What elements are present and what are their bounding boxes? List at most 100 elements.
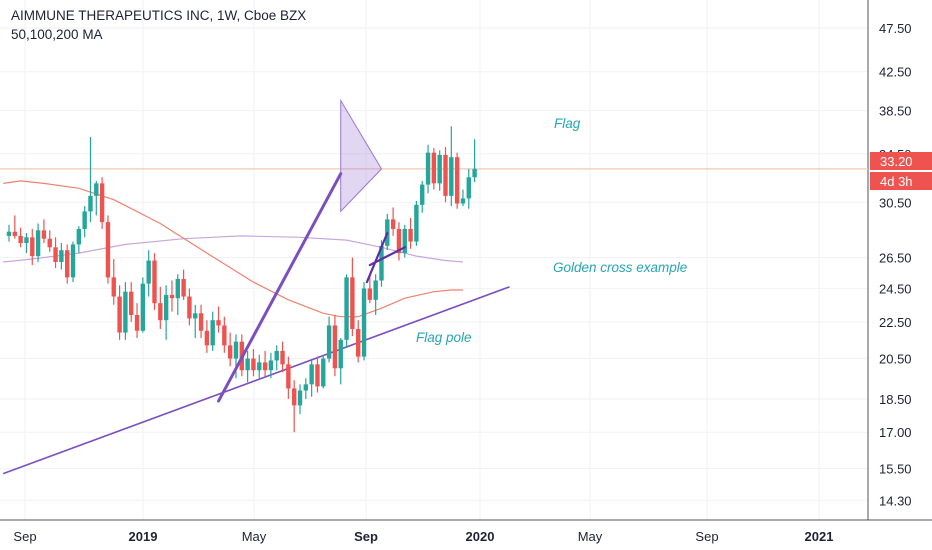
candle bbox=[257, 354, 262, 379]
candle bbox=[443, 146, 448, 203]
candle-body bbox=[204, 330, 210, 346]
candle bbox=[425, 144, 431, 194]
candle bbox=[129, 282, 134, 322]
candle-body bbox=[408, 228, 413, 242]
candle-body bbox=[193, 313, 198, 319]
candle-body bbox=[280, 350, 285, 365]
candle bbox=[99, 177, 105, 229]
candle-body bbox=[30, 237, 35, 257]
candle bbox=[187, 288, 192, 326]
candle bbox=[408, 218, 413, 249]
candle-body bbox=[309, 364, 314, 385]
candle bbox=[123, 282, 128, 340]
candle bbox=[18, 227, 23, 248]
candle bbox=[303, 378, 309, 399]
candle bbox=[88, 137, 93, 223]
candle bbox=[158, 286, 163, 329]
y-tick-label: 26.50 bbox=[879, 251, 912, 266]
candle bbox=[245, 350, 250, 383]
candle bbox=[227, 332, 233, 367]
golden-cross-mark bbox=[365, 232, 389, 284]
candle-body bbox=[47, 238, 52, 248]
candle bbox=[134, 303, 140, 338]
candle bbox=[449, 126, 454, 207]
candle bbox=[262, 350, 268, 377]
candle bbox=[396, 222, 402, 261]
y-tick-label: 30.50 bbox=[879, 195, 912, 210]
candle-body bbox=[274, 350, 279, 361]
candle bbox=[350, 257, 355, 337]
candle bbox=[222, 316, 227, 353]
candle-body bbox=[466, 177, 471, 199]
candle-body bbox=[245, 358, 250, 371]
candle bbox=[146, 250, 151, 297]
candle bbox=[140, 277, 146, 333]
candle bbox=[326, 316, 332, 363]
candle-body bbox=[379, 245, 384, 281]
candle-body bbox=[402, 228, 407, 254]
trendline bbox=[2, 286, 510, 475]
candle-body bbox=[41, 230, 47, 239]
candle-body bbox=[175, 278, 180, 299]
candle-body bbox=[332, 325, 338, 369]
y-tick-label: 20.50 bbox=[879, 352, 912, 367]
x-tick-label: Sep bbox=[13, 529, 36, 544]
candle bbox=[356, 320, 361, 363]
candle bbox=[268, 352, 274, 379]
candle-body bbox=[338, 339, 343, 369]
x-tick-label: May bbox=[242, 529, 267, 544]
golden-cross-annotation: Golden cross example bbox=[553, 260, 687, 275]
candle-body bbox=[251, 358, 256, 371]
candle bbox=[35, 223, 41, 263]
candle-body bbox=[414, 204, 419, 242]
candle-body bbox=[99, 183, 105, 223]
candle bbox=[338, 337, 343, 385]
x-axis-ticks: Sep 2019 May Sep 2020 May Sep 2021 bbox=[13, 529, 833, 544]
y-tick-label: 42.50 bbox=[879, 65, 912, 80]
candle-body bbox=[76, 228, 82, 245]
candle bbox=[105, 215, 111, 284]
flag-shape bbox=[340, 98, 383, 213]
candle-body bbox=[460, 198, 466, 204]
candle-body bbox=[443, 154, 448, 196]
candle bbox=[163, 285, 169, 340]
candle bbox=[332, 315, 338, 377]
candle bbox=[466, 168, 471, 209]
candle bbox=[65, 244, 70, 284]
candle-body bbox=[420, 184, 425, 205]
candle-body bbox=[344, 277, 349, 340]
candle bbox=[6, 224, 12, 242]
x-tick-label: May bbox=[578, 529, 603, 544]
candle-body bbox=[326, 325, 332, 359]
x-tick-label: 2019 bbox=[129, 529, 158, 544]
candle-body bbox=[315, 364, 320, 387]
candle-body bbox=[187, 296, 192, 319]
candle bbox=[344, 274, 349, 348]
candle bbox=[152, 253, 157, 310]
candle-body bbox=[233, 341, 239, 359]
x-tick-label: 2021 bbox=[805, 529, 834, 544]
candle-body bbox=[59, 250, 64, 263]
candle-body bbox=[129, 291, 134, 316]
candle bbox=[198, 304, 204, 338]
y-tick-label: 38.50 bbox=[879, 104, 912, 119]
candle-body bbox=[257, 362, 262, 371]
candle bbox=[315, 356, 320, 393]
ma-fast-line bbox=[3, 180, 463, 318]
candle bbox=[367, 275, 373, 304]
candle bbox=[297, 384, 303, 415]
candle-body bbox=[24, 237, 29, 243]
candle bbox=[309, 360, 314, 397]
candle-body bbox=[163, 294, 169, 321]
candle bbox=[169, 280, 175, 312]
last-price-value: 33.20 bbox=[880, 154, 913, 169]
flag-triangle bbox=[340, 98, 383, 213]
x-tick-label: Sep bbox=[695, 529, 718, 544]
candle-body bbox=[431, 152, 437, 184]
candle-body bbox=[35, 230, 41, 257]
candle bbox=[70, 241, 76, 283]
y-tick-label: 17.00 bbox=[879, 425, 912, 440]
y-tick-label: 47.50 bbox=[879, 21, 912, 36]
candle bbox=[82, 206, 87, 238]
